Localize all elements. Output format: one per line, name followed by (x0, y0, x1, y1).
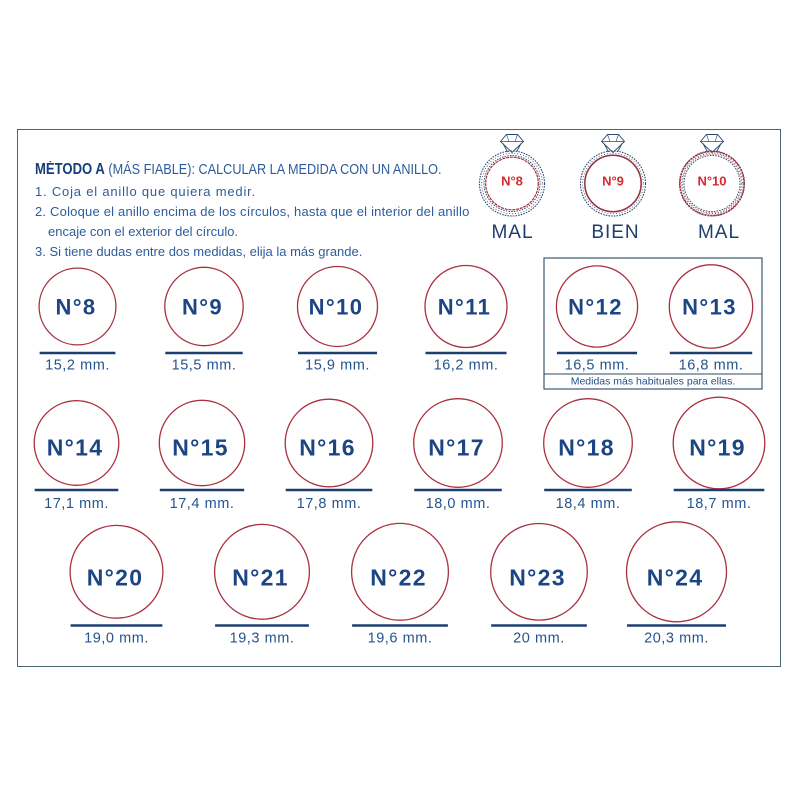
svg-text:17,8 mm.: 17,8 mm. (297, 496, 362, 512)
svg-text:N°8: N°8 (55, 295, 96, 320)
svg-text:N°13: N°13 (682, 295, 737, 320)
svg-text:N°16: N°16 (299, 435, 356, 461)
svg-text:N°9: N°9 (182, 295, 223, 320)
svg-text:19,6 mm.: 19,6 mm. (368, 631, 433, 647)
svg-text:18,4 mm.: 18,4 mm. (556, 496, 621, 512)
svg-text:N°22: N°22 (370, 564, 427, 590)
svg-text:N°9: N°9 (602, 174, 624, 189)
svg-text:15,5 mm.: 15,5 mm. (172, 358, 237, 374)
svg-text:16,8 mm.: 16,8 mm. (679, 358, 744, 374)
svg-text:17,4 mm.: 17,4 mm. (170, 496, 235, 512)
svg-text:N°21: N°21 (232, 564, 289, 590)
svg-text:16,2 mm.: 16,2 mm. (434, 358, 499, 374)
svg-text:N°15: N°15 (172, 435, 229, 461)
svg-text:Medidas más habituales para el: Medidas más habituales para ellas. (571, 376, 736, 388)
svg-text:20 mm.: 20 mm. (513, 631, 565, 647)
svg-text:19,0 mm.: 19,0 mm. (84, 631, 149, 647)
svg-text:N°20: N°20 (87, 564, 144, 590)
svg-text:N°19: N°19 (689, 435, 746, 461)
svg-text:15,2 mm.: 15,2 mm. (45, 358, 110, 374)
svg-text:N°10: N°10 (309, 295, 364, 320)
svg-text:16,5 mm.: 16,5 mm. (565, 358, 630, 374)
svg-text:20,3 mm.: 20,3 mm. (644, 631, 709, 647)
svg-text:BIEN: BIEN (591, 222, 639, 243)
svg-text:MAL: MAL (698, 222, 740, 243)
svg-text:18,0 mm.: 18,0 mm. (426, 496, 491, 512)
svg-text:N°14: N°14 (47, 435, 104, 461)
svg-text:N°18: N°18 (558, 435, 615, 461)
svg-text:17,1 mm.: 17,1 mm. (44, 496, 109, 512)
svg-text:N°11: N°11 (438, 295, 492, 320)
svg-text:N°10: N°10 (697, 174, 726, 189)
svg-text:N°24: N°24 (647, 564, 704, 590)
svg-text:15,9 mm.: 15,9 mm. (305, 358, 370, 374)
svg-text:MAL: MAL (491, 222, 533, 243)
svg-text:N°17: N°17 (428, 435, 485, 461)
svg-text:N°8: N°8 (501, 174, 523, 189)
svg-text:N°12: N°12 (568, 295, 623, 320)
svg-text:18,7 mm.: 18,7 mm. (687, 496, 752, 512)
svg-text:N°23: N°23 (509, 564, 566, 590)
svg-text:19,3 mm.: 19,3 mm. (230, 631, 295, 647)
